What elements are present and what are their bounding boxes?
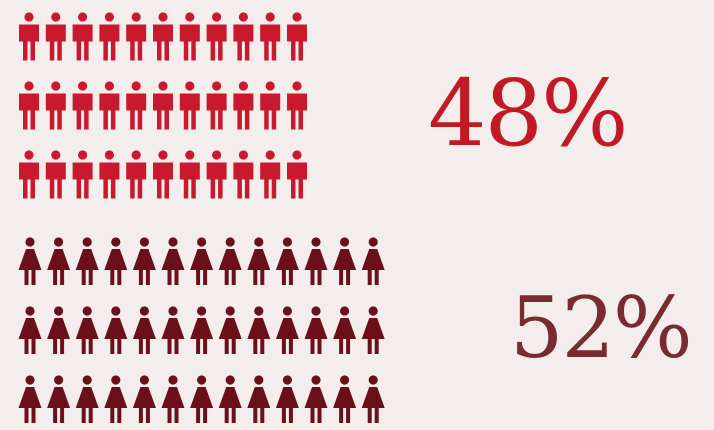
male-person-icon: [153, 81, 173, 130]
male-person-icon: [99, 81, 120, 130]
male-person-icon: [153, 150, 173, 199]
female-person-icon: [47, 306, 71, 354]
male-person-icon: [260, 81, 281, 130]
female-person-icon: [247, 237, 271, 285]
female-person-icon: [161, 375, 185, 423]
male-person-icon: [19, 12, 39, 61]
male-person-icon: [45, 150, 66, 199]
female-person-icon: [161, 237, 185, 285]
female-person-icon: [218, 375, 242, 423]
female-person-icon: [247, 306, 271, 354]
female-person-icon: [75, 375, 99, 423]
female-person-icon: [104, 306, 128, 354]
female-person-icon: [247, 375, 271, 423]
male-person-icon: [206, 81, 227, 130]
female-person-icon: [18, 237, 42, 285]
male-person-icon: [287, 150, 307, 199]
female-person-icon: [304, 375, 328, 423]
female-person-icon: [218, 237, 242, 285]
male-person-icon: [233, 12, 254, 61]
male-person-icon: [99, 150, 120, 199]
female-percentage-label: 52%: [510, 279, 693, 377]
female-person-icon: [104, 237, 128, 285]
female-person-icon: [47, 375, 71, 423]
female-person-icon: [190, 306, 214, 354]
male-person-icon: [233, 81, 254, 130]
male-person-icon: [206, 12, 227, 61]
female-person-icon: [304, 237, 328, 285]
male-person-icon: [153, 12, 173, 61]
female-person-icon: [132, 306, 156, 354]
male-person-icon: [179, 150, 200, 199]
female-person-icon: [333, 237, 357, 285]
female-person-icon: [333, 375, 357, 423]
female-person-icon: [18, 375, 42, 423]
male-person-icon: [19, 150, 39, 199]
male-person-icon: [72, 150, 93, 199]
female-person-icon: [75, 306, 99, 354]
male-person-icon: [179, 81, 200, 130]
male-person-icon: [126, 81, 147, 130]
female-person-icon: [75, 237, 99, 285]
female-person-icon: [104, 375, 128, 423]
female-person-icon: [132, 237, 156, 285]
male-person-icon: [45, 81, 66, 130]
male-person-icon: [99, 12, 120, 61]
male-percentage-label: 48%: [428, 60, 628, 167]
female-person-icon: [47, 237, 71, 285]
female-person-icon: [190, 237, 214, 285]
male-person-icon: [45, 12, 66, 61]
male-person-icon: [126, 12, 147, 61]
female-person-icon: [275, 237, 299, 285]
female-person-icon: [132, 375, 156, 423]
female-person-icon: [333, 306, 357, 354]
male-person-icon: [72, 81, 93, 130]
male-person-icon: [260, 12, 281, 61]
female-person-icon: [18, 306, 42, 354]
male-person-icon: [287, 81, 307, 130]
female-person-icon: [190, 375, 214, 423]
male-person-icon: [179, 12, 200, 61]
male-person-icon: [72, 12, 93, 61]
female-person-icon: [361, 237, 385, 285]
male-person-icon: [287, 12, 307, 61]
female-person-icon: [161, 306, 185, 354]
female-person-icon: [275, 306, 299, 354]
female-person-icon: [361, 306, 385, 354]
male-person-icon: [126, 150, 147, 199]
male-person-icon: [206, 150, 227, 199]
female-person-icon: [275, 375, 299, 423]
male-person-icon: [233, 150, 254, 199]
female-person-icon: [361, 375, 385, 423]
male-person-icon: [260, 150, 281, 199]
female-person-icon: [218, 306, 242, 354]
female-person-icon: [304, 306, 328, 354]
male-person-icon: [19, 81, 39, 130]
